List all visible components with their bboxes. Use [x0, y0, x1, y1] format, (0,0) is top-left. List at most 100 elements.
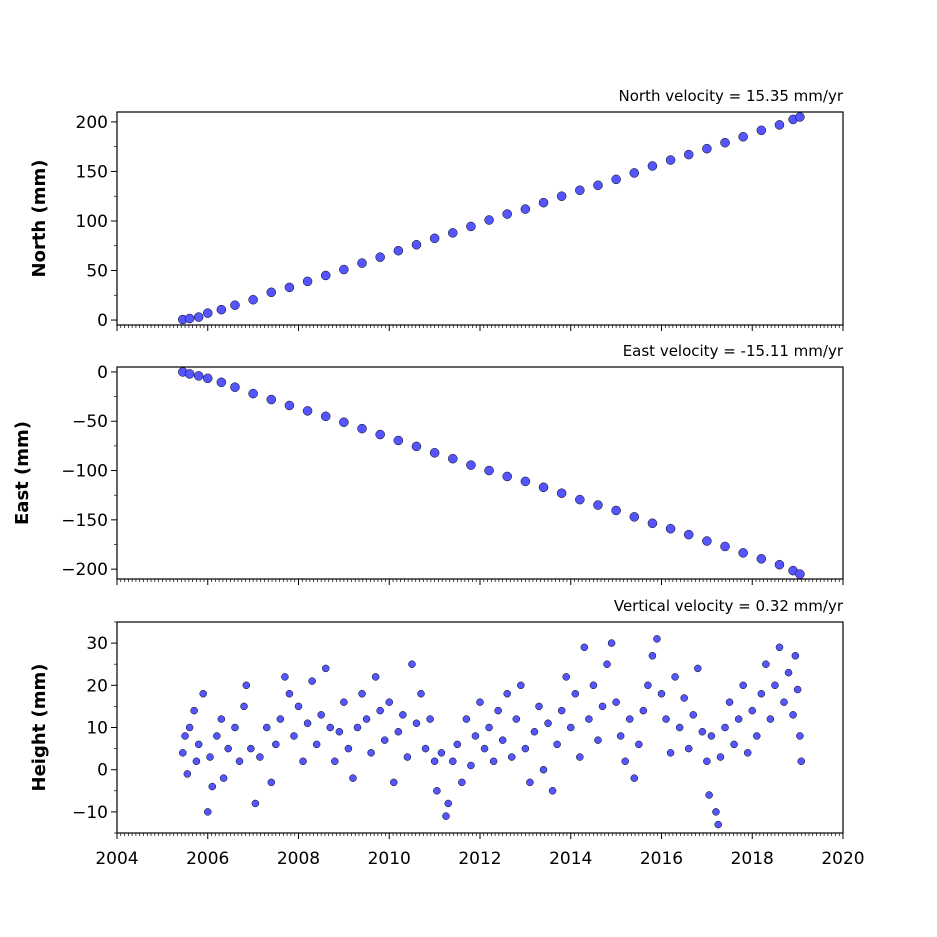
- east-point: [411, 441, 422, 452]
- height-point: [666, 749, 675, 757]
- height-x-tick-label: 2004: [95, 849, 138, 869]
- height-y-tick-label: −10: [72, 803, 108, 823]
- height-point: [433, 787, 441, 795]
- height-point: [290, 732, 298, 740]
- height-point: [644, 681, 652, 690]
- height-point: [775, 643, 784, 652]
- height-point: [344, 744, 353, 753]
- height-point: [753, 732, 761, 740]
- height-point: [653, 635, 661, 643]
- east-y-tick-label: −200: [61, 560, 108, 580]
- east-point: [774, 559, 785, 570]
- height-axes-frame: [116, 621, 844, 834]
- height-point: [539, 765, 548, 774]
- height-y-axis-label: Height (mm): [29, 664, 50, 792]
- north-point: [738, 132, 748, 142]
- height-point: [648, 652, 657, 660]
- height-point: [308, 677, 316, 685]
- north-point: [575, 185, 585, 196]
- height-point: [449, 757, 457, 766]
- height-point: [721, 723, 729, 732]
- height-point: [326, 723, 335, 732]
- north-point: [629, 168, 640, 178]
- height-point: [453, 740, 462, 749]
- height-point: [190, 706, 198, 715]
- north-point: [339, 264, 349, 275]
- height-point: [240, 702, 248, 711]
- north-point: [230, 300, 240, 310]
- north-point: [556, 191, 567, 201]
- east-point: [538, 482, 549, 493]
- height-x-tick-label: 2006: [186, 849, 229, 869]
- height-point: [213, 732, 221, 740]
- north-point: [756, 125, 767, 136]
- height-point: [353, 723, 362, 732]
- height-point: [594, 736, 602, 744]
- height-point: [256, 753, 264, 761]
- north-point: [411, 240, 422, 250]
- height-point: [185, 723, 194, 732]
- north-point: [193, 312, 204, 322]
- east-y-tick-label: −50: [72, 412, 108, 432]
- north-point: [683, 149, 694, 160]
- north-point: [375, 252, 385, 262]
- east-point: [466, 460, 476, 470]
- height-point: [349, 774, 357, 782]
- height-point: [791, 652, 800, 660]
- height-point: [557, 706, 566, 715]
- north-point: [520, 204, 531, 214]
- east-axes-frame: [116, 366, 844, 580]
- height-point: [748, 706, 756, 715]
- north-point: [702, 143, 712, 154]
- height-y-tick-label: 30: [86, 634, 108, 654]
- height-x-tick-label: 2012: [458, 849, 501, 869]
- north-point: [393, 245, 404, 256]
- height-point: [321, 664, 330, 673]
- height-point: [598, 702, 607, 711]
- height-point: [635, 740, 643, 749]
- east-point: [248, 388, 258, 399]
- height-point: [730, 740, 738, 749]
- height-point: [194, 740, 203, 749]
- height-point: [662, 715, 670, 723]
- height-point: [267, 778, 276, 787]
- height-point: [762, 660, 770, 668]
- east-point: [357, 423, 367, 434]
- height-point: [471, 732, 480, 740]
- height-point: [458, 778, 466, 787]
- height-point: [262, 723, 271, 732]
- east-point: [665, 523, 676, 534]
- east-point: [184, 369, 195, 379]
- height-point: [784, 668, 793, 677]
- height-point: [705, 791, 713, 799]
- height-point: [276, 715, 285, 723]
- height-point: [571, 689, 580, 698]
- height-point: [630, 774, 639, 782]
- height-point: [358, 689, 366, 698]
- height-point: [247, 744, 255, 753]
- height-point: [485, 723, 493, 732]
- height-point: [417, 689, 425, 698]
- height-point: [251, 799, 260, 808]
- north-point: [248, 294, 258, 305]
- height-point: [362, 715, 371, 723]
- height-point: [199, 689, 207, 698]
- east-point: [193, 371, 204, 381]
- north-y-axis-label: North (mm): [29, 160, 50, 278]
- height-point: [603, 660, 611, 668]
- height-point: [206, 753, 214, 761]
- north-point: [502, 209, 512, 219]
- height-point: [725, 698, 734, 706]
- height-point: [771, 681, 779, 690]
- height-point: [335, 727, 344, 736]
- height-point: [394, 727, 403, 736]
- height-point: [797, 757, 805, 766]
- north-point: [774, 120, 785, 130]
- north-panel: 0 50 100 150 200 North velocity = 15.35 mm/yr…: [29, 87, 844, 331]
- height-point: [562, 673, 570, 681]
- north-y-tick-label: 100: [76, 212, 108, 232]
- height-point: [430, 757, 439, 766]
- height-point: [714, 820, 722, 829]
- north-point: [320, 270, 331, 281]
